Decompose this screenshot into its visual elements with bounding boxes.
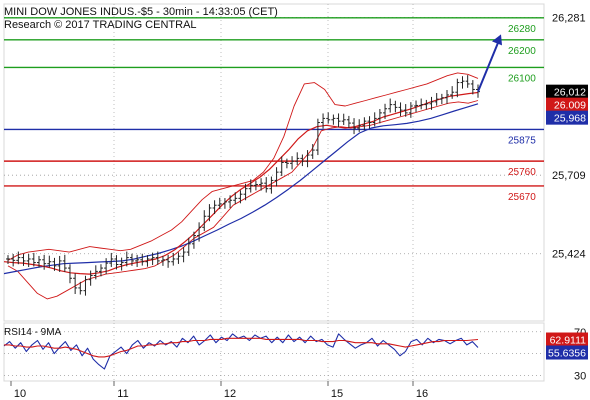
level-label: 26100 [508,73,536,84]
rsi-value-badge [546,332,588,347]
level-label: 26200 [508,46,536,57]
rsi-series-line [4,337,479,358]
level-label: 25760 [508,167,536,178]
x-tick-label: 12 [224,388,236,400]
price-bars [6,75,480,296]
y-tick-label: 25,709 [552,170,586,182]
y-tick-label: 26,281 [552,13,586,25]
rsi-lines [3,333,479,370]
projection-arrowhead [492,34,502,46]
value-badge-label: 25,968 [554,113,586,125]
level-label: 25670 [508,192,536,203]
value-badge [546,110,588,125]
moving-average-blue-line [3,103,479,275]
x-tick-label: 15 [331,388,343,400]
rsi-title: RSI14 - 9MA [4,327,62,338]
moving-averages [3,91,479,275]
rsi-series-line [3,333,479,370]
level-label: 25875 [508,135,536,146]
level-label: 26280 [508,24,536,35]
value-badge-label: 26.009 [554,100,586,112]
x-tick-label: 10 [14,388,26,400]
rsi-value-badge [546,345,588,360]
moving-average-red-line [3,91,479,275]
chart-title: MINI DOW JONES INDUS.-$5 - 30min - 14:33… [4,6,278,18]
value-badge-label: 26,012 [554,87,586,99]
rsi-value-badge-label: 55.6356 [548,348,586,360]
value-badge [546,97,588,112]
projection-arrow [477,34,502,93]
support-resistance-levels: 26280 26200 26100 25875 25760 25670 [4,17,544,203]
rsi-y-tick-label: 30 [574,371,586,383]
projection-line [477,39,500,93]
chart-subtitle: Research © 2017 TRADING CENTRAL [4,19,197,31]
y-tick-label: 25,424 [552,249,586,261]
x-tick-label: 11 [117,388,128,400]
value-badge [546,84,588,99]
price-panel-frame [3,3,545,322]
rsi-panel-frame [3,322,545,382]
x-tick-label: 16 [416,388,428,400]
x-axis: 10 11 12 15 16 [10,381,428,400]
rsi-value-badge-label: 62.9111 [550,335,587,347]
bollinger-upper-line [7,72,479,261]
